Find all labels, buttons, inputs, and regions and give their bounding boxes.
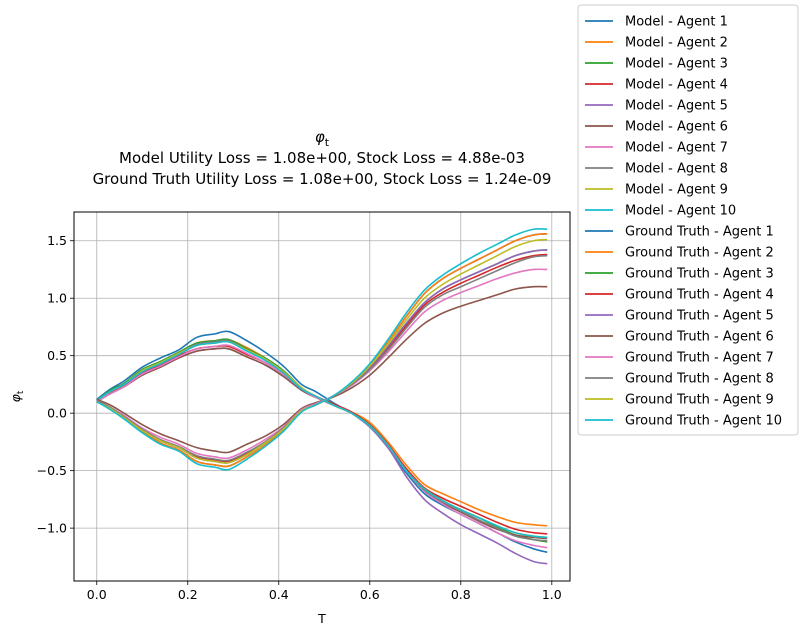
series-line-19 (96, 238, 548, 464)
legend-entry-label: Ground Truth - Agent 4 (625, 288, 774, 303)
y-tick-label: −0.5 (37, 463, 67, 478)
legend-entry-label: Model - Agent 2 (625, 36, 728, 51)
series-line-4 (96, 345, 548, 535)
plot-frame (73, 211, 571, 582)
series-line-18 (96, 254, 548, 462)
x-tick-label: 0.0 (87, 587, 107, 602)
x-tick-label: 0.2 (178, 587, 198, 602)
legend-entry-label: Ground Truth - Agent 5 (625, 309, 774, 324)
title-line-3: Ground Truth Utility Loss = 1.08e+00, St… (93, 170, 552, 188)
legend-entry-label: Ground Truth - Agent 8 (625, 372, 774, 387)
x-axis-label: T (317, 611, 326, 626)
series-lines (96, 228, 548, 565)
x-tick-label: 0.6 (360, 587, 380, 602)
legend-entry-label: Model - Agent 1 (625, 15, 728, 30)
grid (74, 212, 570, 581)
y-axis-label-symbol: φ (8, 393, 23, 402)
y-tick-label: 0.0 (47, 406, 67, 421)
series-line-16 (96, 285, 548, 454)
series-line-12 (96, 233, 548, 468)
chart-title: φt Model Utility Loss = 1.08e+00, Stock … (93, 128, 552, 188)
legend-entry-label: Ground Truth - Agent 3 (625, 267, 774, 282)
y-axis-label-subscript: t (16, 390, 26, 394)
legend-entry-label: Model - Agent 5 (625, 99, 728, 114)
legend-entry-label: Model - Agent 8 (625, 162, 728, 177)
series-line-11 (96, 233, 548, 468)
legend-entry-label: Model - Agent 3 (625, 57, 728, 72)
y-tick-label: 0.5 (47, 348, 67, 363)
x-tick-label: 1.0 (542, 587, 562, 602)
legend-entry-label: Model - Agent 6 (625, 120, 728, 135)
series-line-10 (96, 340, 548, 539)
x-tick-label: 0.4 (269, 587, 289, 602)
series-line-2 (96, 338, 548, 527)
title-line-1: φt (315, 128, 330, 149)
y-tick-label: 1.5 (47, 233, 67, 248)
legend-entry-label: Ground Truth - Agent 9 (625, 393, 774, 408)
series-line-17 (96, 268, 548, 460)
series-line-20 (96, 228, 548, 471)
y-tick-label: −1.0 (37, 521, 67, 536)
legend-entry-label: Model - Agent 7 (625, 141, 728, 156)
legend-entry-label: Model - Agent 9 (625, 183, 728, 198)
title-symbol: φ (315, 128, 325, 146)
legend-entry-label: Ground Truth - Agent 2 (625, 246, 774, 261)
legend-entry-label: Ground Truth - Agent 7 (625, 351, 774, 366)
legend-entry-label: Ground Truth - Agent 10 (625, 414, 782, 429)
series-line-7 (96, 344, 548, 549)
y-axis-label: φt (8, 390, 26, 402)
legend-entry-label: Ground Truth - Agent 6 (625, 330, 774, 345)
y-tick-label: 1.0 (47, 291, 67, 306)
legend-frame (577, 4, 799, 436)
series-line-5 (96, 347, 548, 565)
legend-entry-label: Model - Agent 4 (625, 78, 728, 93)
legend: Model - Agent 1 Model - Agent 2 Model - Ag… (577, 4, 799, 436)
legend-entry-label: Ground Truth - Agent 1 (625, 225, 774, 240)
legend-entry-label: Model - Agent 10 (625, 204, 736, 219)
title-symbol-subscript: t (325, 136, 330, 149)
x-tick-label: 0.8 (451, 587, 471, 602)
axes: 0.0 0.2 0.4 0.6 0.8 1.0 −1.0 −0.5 0.0 0.5 1.0 1.5 (37, 233, 562, 602)
title-line-2: Model Utility Loss = 1.08e+00, Stock Los… (119, 149, 525, 167)
